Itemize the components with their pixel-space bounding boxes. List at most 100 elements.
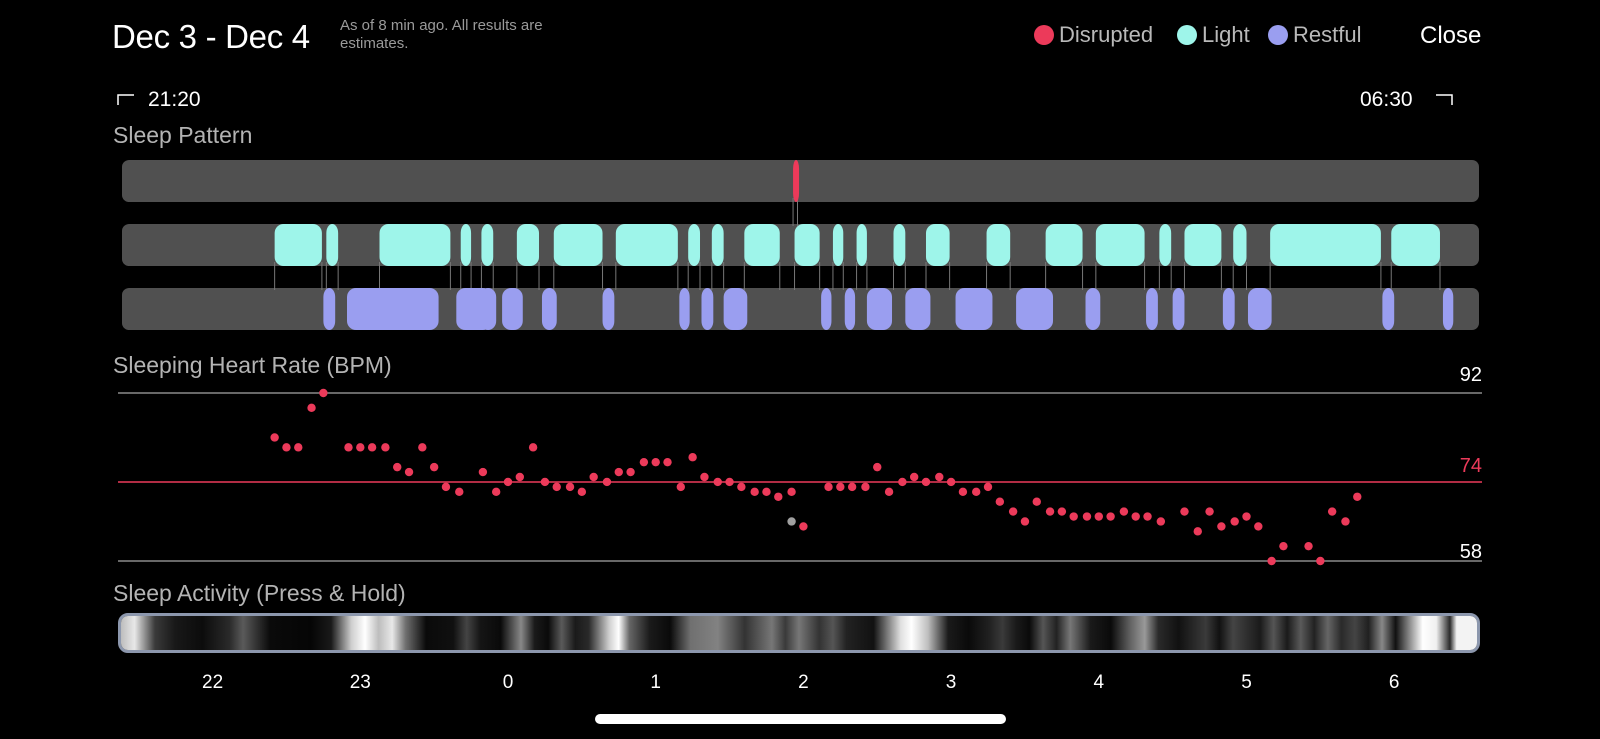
restful-segment [1146, 288, 1158, 330]
hr-point [898, 477, 907, 487]
hr-point [478, 467, 488, 477]
hr-point [319, 388, 328, 398]
sleep-pattern-chart[interactable] [0, 0, 1600, 340]
heart-rate-chart [118, 388, 1482, 566]
legend-restful-label: Restful [1293, 22, 1362, 47]
light-segment [711, 224, 724, 266]
hr-point [602, 477, 612, 487]
restful-segment [1172, 288, 1185, 330]
hr-point [577, 487, 587, 497]
hr-point [1143, 512, 1152, 521]
restful-segment [679, 288, 690, 330]
hr-point [1008, 507, 1018, 516]
axis-tick-label: 3 [945, 672, 957, 693]
hr-point [983, 482, 993, 492]
hr-point [1045, 507, 1055, 516]
hr-point [626, 467, 635, 477]
axis-tick-label: 23 [349, 672, 371, 693]
restful-segment [323, 288, 336, 330]
sleep-pattern-title: Sleep Pattern [113, 122, 253, 148]
hr-point [381, 443, 390, 452]
light-segment [481, 224, 494, 266]
hr-point [1069, 512, 1078, 521]
light-segment [925, 224, 950, 266]
hr-point [491, 487, 501, 497]
hr-point [552, 482, 561, 492]
hr-point [282, 443, 291, 452]
close-button[interactable]: Close [1420, 22, 1482, 49]
hr-max-label: 92 [1459, 364, 1482, 386]
restful-segment [502, 288, 523, 330]
restful-segment [1382, 288, 1395, 330]
hr-point [750, 487, 759, 497]
hr-point [1279, 541, 1288, 551]
light-segment [893, 224, 906, 266]
hr-point [884, 487, 894, 497]
hr-point [1082, 512, 1092, 521]
restful-segment [1247, 288, 1272, 330]
restful-segment [347, 288, 439, 330]
date-range-title: Dec 3 - Dec 4 [112, 18, 310, 55]
restful-dot-icon [1268, 25, 1288, 45]
legend-light: Light [1177, 22, 1250, 48]
light-segment [1270, 224, 1381, 266]
hr-point [713, 477, 722, 487]
hr-point [455, 487, 464, 497]
hr-point [1057, 507, 1067, 516]
hr-point [1242, 512, 1251, 521]
hr-point [1193, 527, 1202, 536]
light-segment [1095, 224, 1145, 266]
hr-point [1316, 556, 1325, 566]
light-segment [274, 224, 322, 266]
light-segment [1233, 224, 1247, 266]
hr-point [1254, 522, 1263, 531]
hr-point [847, 482, 857, 492]
end-time: 06:30 [1360, 88, 1413, 111]
restful-segment [1222, 288, 1235, 330]
disrupted-segment [793, 160, 800, 202]
restful-segment [866, 288, 893, 330]
hr-point [344, 443, 353, 452]
hr-point [946, 477, 956, 487]
home-indicator[interactable] [595, 714, 1006, 724]
axis-tick-label: 5 [1241, 672, 1252, 693]
hr-point [393, 462, 402, 472]
light-dot-icon [1177, 25, 1197, 45]
hr-point [909, 472, 919, 482]
hr-point [367, 443, 377, 452]
hr-point [639, 457, 649, 467]
restful-segment [723, 288, 748, 330]
legend-restful: Restful [1268, 22, 1361, 48]
light-segment [615, 224, 678, 266]
light-segment [832, 224, 844, 266]
hr-point [404, 467, 414, 477]
hr-point [799, 522, 808, 531]
hr-point [1131, 512, 1140, 521]
light-segment [516, 224, 540, 266]
hr-point [1353, 492, 1362, 501]
hr-point [429, 462, 439, 472]
hr-point [528, 443, 538, 452]
light-segment [1159, 224, 1172, 266]
sleep-activity-bar[interactable] [118, 613, 1480, 653]
restful-segment [1016, 288, 1054, 330]
hr-point [651, 457, 660, 467]
hr-point [270, 433, 279, 442]
hr-point [1267, 556, 1276, 566]
light-segment [1184, 224, 1222, 266]
axis-tick-label: 0 [502, 672, 514, 693]
hr-point [688, 453, 697, 462]
hr-point [1327, 507, 1337, 516]
axis-tick-label: 2 [798, 672, 809, 693]
hr-point [565, 482, 575, 492]
hr-point [1304, 541, 1313, 551]
hr-point [836, 482, 845, 492]
hr-point [725, 477, 734, 487]
hr-point [503, 477, 513, 487]
hr-point [540, 477, 550, 487]
hr-point [995, 497, 1005, 506]
legend-disrupted-label: Disrupted [1059, 22, 1154, 47]
hr-point [824, 482, 833, 492]
hr-point [663, 457, 672, 467]
light-segment [460, 224, 472, 266]
